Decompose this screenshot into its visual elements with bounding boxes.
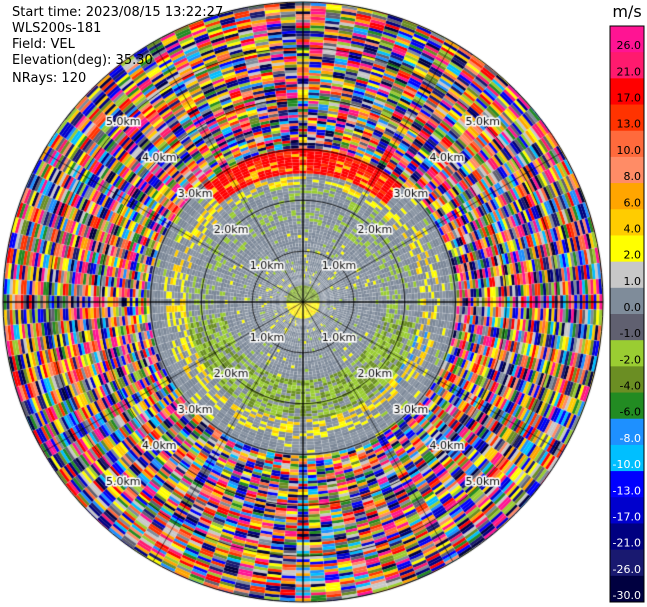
colorbar-cell: [610, 549, 644, 577]
colorbar-cell: [610, 418, 644, 446]
colorbar-cell: [610, 156, 644, 184]
colorbar-cell: [610, 471, 644, 498]
colorbar-tick-label: -2.0: [620, 353, 641, 366]
colorbar-tick-label: -21.0: [613, 537, 641, 550]
colorbar-tick-label: 8.0: [624, 170, 642, 183]
colorbar-cell: [610, 52, 644, 79]
colorbar-cell: [610, 104, 644, 132]
colorbar-tick-label: 0.0: [624, 301, 642, 314]
colorbar-cell: [610, 392, 644, 420]
colorbar-tick-label: -17.0: [613, 510, 641, 523]
colorbar-tick-label: -1.0: [620, 327, 641, 340]
colorbar-cell: [610, 261, 644, 289]
colorbar-cell: [610, 78, 644, 106]
colorbar-tick-label: 2.0: [624, 249, 642, 262]
colorbar-cell: [610, 235, 644, 263]
colorbar-tick-label: 21.0: [617, 65, 642, 78]
colorbar-tick-label: -4.0: [620, 380, 641, 393]
nrays-label: NRays: 120: [12, 71, 87, 86]
instrument-label: WLS200s-181: [12, 21, 102, 36]
colorbar-cell: [610, 444, 644, 472]
colorbar-tick-label: -8.0: [620, 432, 641, 445]
elevation-label: Elevation(deg): 35.30: [12, 53, 153, 68]
colorbar-cell: [610, 183, 644, 210]
colorbar-tick-label: 6.0: [624, 196, 642, 209]
colorbar-cell: [610, 287, 644, 315]
start-time-label: Start time: 2023/08/15 13:22:27: [12, 5, 224, 20]
colorbar-cell: [610, 209, 644, 236]
field-label: Field: VEL: [12, 37, 75, 52]
colorbar-tick-label: -30.0: [613, 589, 641, 602]
colorbar-tick-label: -10.0: [613, 458, 641, 471]
colorbar-tick-label: 17.0: [617, 92, 642, 105]
colorbar-cell: [610, 575, 644, 603]
colorbar-tick-label: 1.0: [624, 275, 642, 288]
colorbar-cell: [610, 523, 644, 551]
colorbar-cell: [610, 497, 644, 524]
colorbar-tick-label: 4.0: [624, 222, 642, 235]
colorbar-border: [609, 25, 645, 603]
colorbar-tick-label: -13.0: [613, 484, 641, 497]
colorbar-tick-label: -26.0: [613, 563, 641, 576]
colorbar-tick-label: -6.0: [620, 406, 641, 419]
colorbar-tick-label: 26.0: [617, 39, 642, 52]
colorbar-cell: [610, 314, 644, 341]
colorbar-tick-label: 13.0: [617, 118, 642, 131]
colorbar-cell: [610, 366, 644, 394]
colorbar-cell: [610, 340, 644, 367]
colorbar-cell: [610, 130, 644, 158]
colorbar-cell: [610, 26, 644, 53]
colorbar-units: m/s: [612, 2, 641, 21]
colorbar-tick-label: 10.0: [617, 144, 642, 157]
